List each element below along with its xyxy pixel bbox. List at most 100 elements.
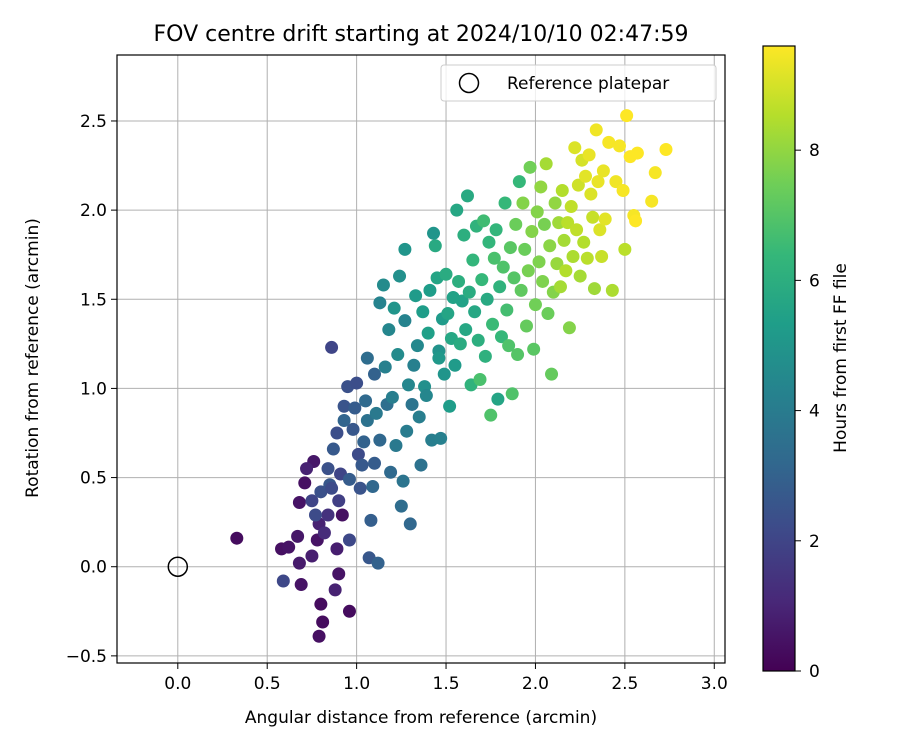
data-point	[520, 319, 534, 333]
data-point	[325, 340, 339, 354]
data-point	[326, 442, 340, 456]
data-point	[511, 348, 525, 362]
data-point	[557, 233, 571, 247]
data-point	[371, 556, 385, 570]
data-point	[494, 330, 508, 344]
colorbar-tick-label: 0	[809, 662, 820, 682]
data-point	[532, 255, 546, 269]
data-point	[382, 323, 396, 337]
data-point	[398, 314, 412, 328]
data-point	[527, 342, 541, 356]
legend-label: Reference platepar	[507, 74, 669, 94]
data-point	[587, 282, 601, 296]
data-point	[516, 196, 530, 210]
data-point	[308, 508, 322, 522]
data-point	[659, 142, 673, 156]
x-tick-label: 2.5	[611, 674, 638, 694]
data-point	[541, 307, 555, 321]
y-tick-label: 0.0	[80, 558, 107, 578]
data-point	[486, 317, 500, 331]
data-point	[543, 239, 557, 253]
data-point	[437, 367, 451, 381]
data-point	[348, 401, 362, 415]
y-axis-ticks: −0.5 0.0 0.5 1.0 1.5 2.0 2.5	[66, 112, 117, 667]
data-point	[502, 339, 516, 353]
x-tick-label: 2.0	[522, 674, 549, 694]
colorbar-ticks: 0 2 4 6 8	[795, 141, 820, 682]
data-point	[609, 175, 623, 189]
data-point	[584, 187, 598, 201]
data-point	[482, 235, 496, 249]
data-point	[500, 303, 514, 317]
data-point	[620, 109, 634, 123]
plot-frame	[116, 54, 726, 664]
data-point	[276, 574, 290, 588]
data-point	[368, 456, 382, 470]
x-tick-label: 0.5	[254, 674, 281, 694]
data-point	[568, 141, 582, 155]
data-point	[332, 494, 346, 508]
data-point	[421, 326, 435, 340]
data-point	[364, 513, 378, 527]
data-point	[462, 285, 476, 299]
data-point	[525, 225, 539, 239]
data-point	[387, 301, 401, 315]
data-point	[450, 203, 464, 217]
data-point	[561, 216, 575, 230]
data-point	[393, 269, 407, 283]
data-point	[618, 242, 632, 256]
data-point	[325, 481, 339, 495]
data-point	[559, 264, 573, 278]
data-point	[282, 540, 296, 554]
data-point	[589, 123, 603, 137]
data-point	[534, 180, 548, 194]
data-point	[553, 280, 567, 294]
y-tick-label: 1.5	[80, 290, 107, 310]
data-point	[414, 458, 428, 472]
data-point	[337, 399, 351, 413]
data-point	[586, 210, 600, 224]
data-point	[645, 194, 659, 208]
colorbar-tick-label: 4	[809, 402, 820, 422]
data-point	[452, 274, 466, 288]
data-point	[355, 458, 369, 472]
data-point	[545, 367, 559, 381]
data-point	[453, 337, 467, 351]
data-point	[507, 271, 521, 285]
data-point	[412, 410, 426, 424]
data-point	[591, 175, 605, 189]
data-point	[505, 387, 519, 401]
data-point	[405, 397, 419, 411]
data-point	[629, 214, 643, 228]
y-tick-label: 1.0	[80, 379, 107, 399]
data-point	[577, 235, 591, 249]
colorbar	[762, 45, 796, 672]
data-point	[443, 399, 457, 413]
data-point	[503, 241, 517, 255]
data-point	[317, 526, 331, 540]
legend-box	[440, 64, 717, 102]
x-tick-label: 1.5	[433, 674, 460, 694]
x-axis-label: Angular distance from reference (arcmin)	[245, 708, 597, 728]
data-point	[394, 499, 408, 513]
data-point	[602, 135, 616, 149]
data-point	[292, 556, 306, 570]
data-point	[351, 447, 365, 461]
data-point	[378, 360, 392, 374]
data-point	[491, 392, 505, 406]
data-point	[448, 358, 462, 372]
data-point	[648, 166, 662, 180]
data-point	[555, 184, 569, 198]
data-point	[342, 472, 356, 486]
data-point	[330, 426, 344, 440]
data-point	[396, 474, 410, 488]
data-point	[570, 223, 584, 237]
data-point	[360, 351, 374, 365]
data-point	[350, 376, 364, 390]
data-point	[342, 533, 356, 547]
x-axis-ticks: 0.0 0.5 1.0 1.5 2.0 2.5 3.0	[164, 663, 728, 694]
data-point	[595, 249, 609, 263]
data-point	[407, 358, 421, 372]
x-tick-label: 0.0	[164, 674, 191, 694]
